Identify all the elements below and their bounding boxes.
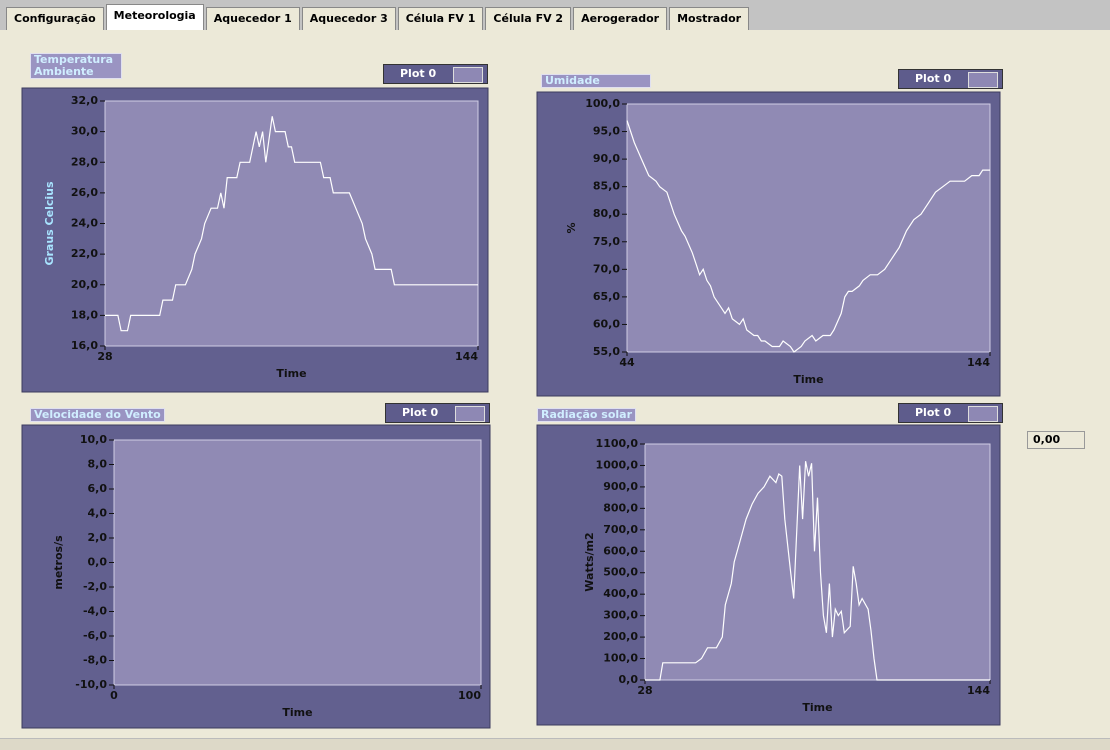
y-tick-label: 26,0 [71,186,98,199]
tab[interactable]: Aquecedor 1 [205,7,300,30]
plot-area [644,443,991,681]
y-tick-label: 10,0 [80,433,107,446]
x-axis-label: Time [802,701,832,714]
y-tick-label: 75,0 [593,235,620,248]
y-tick-label: 1100,0 [596,437,639,450]
y-tick-label: 500,0 [603,566,638,579]
x-axis-label: Time [276,367,306,380]
tab[interactable]: Aquecedor 3 [301,7,396,30]
numeric-indicator: 0,00 [1027,431,1085,449]
legend-entry: Plot 0 [898,69,1003,89]
y-tick-label: 2,0 [88,531,108,544]
legend-entry: Plot 0 [385,403,490,423]
x-axis-label: Time [793,373,823,386]
y-tick-label: 90,0 [593,152,620,165]
y-tick-label: 16,0 [71,339,98,352]
tab[interactable]: Configuração [6,7,104,30]
tab-bar: Configuração Meteorologia Aquecedor 1 Aquec… [0,0,1110,30]
y-tick-label: 0,0 [619,673,639,686]
y-tick-label: 22,0 [71,247,98,260]
y-axis-label: Graus Celcius [43,181,56,266]
y-tick-label: -4,0 [83,605,107,618]
tab[interactable]: Aerogerador [573,7,668,30]
y-tick-label: 700,0 [603,523,638,536]
y-tick-label: 100,0 [603,652,638,665]
legend-entry: Plot 0 [383,64,488,84]
y-tick-label: 28,0 [71,155,98,168]
y-tick-label: 24,0 [71,217,98,230]
legend-icon [455,406,485,422]
y-tick-label: 60,0 [593,317,620,330]
x-tick-label: 144 [967,356,990,369]
tab[interactable]: Mostrador [669,7,750,30]
y-tick-label: -6,0 [83,629,107,642]
y-tick-label: 100,0 [585,97,620,110]
y-tick-label: -10,0 [75,678,107,691]
x-tick-label: 144 [967,684,990,697]
tab[interactable]: Meteorologia [105,4,204,30]
tab[interactable]: Célula FV 1 [397,7,484,30]
x-tick-label: 0 [110,689,118,702]
chart-title: Radiação solar [537,408,637,422]
y-tick-label: 400,0 [603,587,638,600]
x-tick-label: 28 [97,350,112,363]
y-tick-label: 55,0 [593,345,620,358]
y-tick-label: 20,0 [71,278,98,291]
y-tick-label: 1000,0 [596,458,639,471]
chart-title: Temperatura Ambiente [30,53,122,79]
y-tick-label: -8,0 [83,654,107,667]
legend-icon [453,67,483,83]
x-axis-label: Time [282,706,312,719]
x-tick-label: 144 [455,350,478,363]
y-tick-label: 95,0 [593,125,620,138]
plot-area [626,103,991,353]
chart-title: Umidade [541,74,651,88]
plot-area [104,100,479,347]
y-tick-label: 0,0 [88,556,108,569]
legend-icon [968,406,998,422]
x-tick-label: 44 [619,356,635,369]
status-bar [0,738,1110,750]
y-tick-label: 600,0 [603,544,638,557]
legend-icon [968,72,998,88]
plot-area [113,439,482,686]
data-line [105,116,478,332]
y-tick-label: 200,0 [603,630,638,643]
y-tick-label: 85,0 [593,180,620,193]
y-tick-label: 70,0 [593,262,620,275]
data-line [626,120,990,353]
legend-entry: Plot 0 [898,403,1003,423]
data-line [645,461,990,681]
y-tick-label: 800,0 [603,501,638,514]
y-tick-label: 18,0 [71,308,98,321]
y-tick-label: 900,0 [603,480,638,493]
y-axis-label: % [565,222,578,233]
x-tick-label: 28 [637,684,652,697]
y-tick-label: 65,0 [593,290,620,303]
y-tick-label: 4,0 [88,507,108,520]
chart-title: Velocidade do Vento [30,408,165,422]
x-tick-label: 100 [458,689,481,702]
tab[interactable]: Célula FV 2 [485,7,572,30]
y-tick-label: 6,0 [88,482,108,495]
y-tick-label: 30,0 [71,125,98,138]
y-axis-label: metros/s [52,535,65,590]
y-tick-label: 8,0 [88,458,108,471]
y-tick-label: 300,0 [603,609,638,622]
y-axis-label: Watts/m2 [583,532,596,591]
y-tick-label: 32,0 [71,94,98,107]
y-tick-label: -2,0 [83,580,107,593]
y-tick-label: 80,0 [593,207,620,220]
